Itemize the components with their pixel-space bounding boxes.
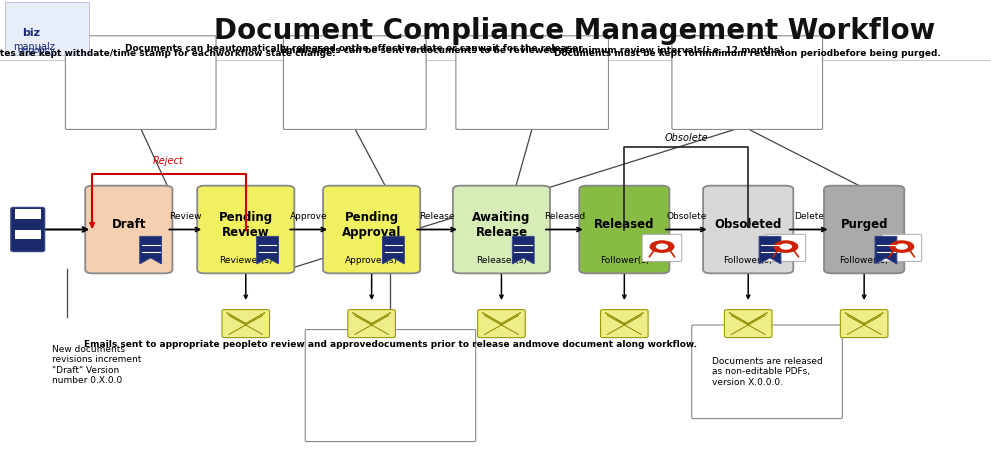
FancyBboxPatch shape — [197, 186, 294, 274]
Text: Released: Released — [594, 218, 655, 231]
Text: Follower(s): Follower(s) — [723, 256, 773, 265]
Text: Documents are released
as non-editable PDFs,
version X.0.0.0.: Documents are released as non-editable P… — [712, 357, 823, 386]
Text: Obsolete: Obsolete — [666, 212, 707, 221]
Ellipse shape — [889, 240, 915, 253]
Text: Email alerts can be sent fordocuments to be reviewed atminimum review intervals(: Email alerts can be sent fordocuments to… — [280, 45, 784, 55]
Text: Purged: Purged — [840, 218, 888, 231]
FancyBboxPatch shape — [766, 234, 806, 261]
FancyBboxPatch shape — [704, 186, 793, 274]
Text: Activity notes are kept withdate/time stamp for eachworkflow state change.: Activity notes are kept withdate/time st… — [0, 49, 336, 57]
Text: Draft: Draft — [112, 218, 146, 231]
FancyBboxPatch shape — [579, 186, 670, 274]
Text: manualz: manualz — [13, 42, 55, 52]
FancyBboxPatch shape — [222, 309, 270, 338]
Text: Delete: Delete — [794, 212, 824, 221]
Text: Documents must be kept forminimum retention periodbefore being purged.: Documents must be kept forminimum retent… — [554, 49, 940, 57]
Polygon shape — [875, 236, 897, 264]
FancyBboxPatch shape — [11, 207, 45, 252]
Text: Releaser(s): Releaser(s) — [476, 256, 527, 265]
Text: Awaiting
Release: Awaiting Release — [473, 211, 530, 239]
FancyBboxPatch shape — [305, 330, 476, 442]
FancyBboxPatch shape — [601, 309, 648, 338]
Text: Review: Review — [169, 212, 201, 221]
Text: Release: Release — [419, 212, 455, 221]
FancyBboxPatch shape — [456, 36, 608, 129]
Text: Obsolete: Obsolete — [665, 133, 709, 143]
Text: Emails sent to appropriate peopleto review and approvedocuments prior to release: Emails sent to appropriate peopleto revi… — [84, 340, 697, 348]
FancyBboxPatch shape — [882, 234, 922, 261]
FancyBboxPatch shape — [825, 186, 904, 274]
Text: Follower(s): Follower(s) — [600, 256, 649, 265]
Text: Released: Released — [544, 212, 585, 221]
FancyBboxPatch shape — [283, 36, 426, 129]
Text: onpolicy: onpolicy — [18, 46, 55, 55]
FancyBboxPatch shape — [478, 309, 525, 338]
Text: Pending
Approval: Pending Approval — [342, 211, 401, 239]
Text: New documents
revisions increment
"Draft" Version
number 0.X.0.0: New documents revisions increment "Draft… — [52, 345, 142, 385]
FancyBboxPatch shape — [5, 2, 89, 55]
Polygon shape — [512, 236, 534, 264]
Ellipse shape — [773, 240, 799, 253]
Text: Follower(s): Follower(s) — [839, 256, 889, 265]
Text: Document Compliance Management Workflow: Document Compliance Management Workflow — [214, 17, 936, 45]
Ellipse shape — [656, 243, 668, 250]
FancyBboxPatch shape — [323, 186, 420, 274]
Text: Approver(s): Approver(s) — [345, 256, 398, 265]
FancyBboxPatch shape — [642, 234, 682, 261]
Ellipse shape — [780, 243, 792, 250]
FancyBboxPatch shape — [840, 309, 888, 338]
Polygon shape — [759, 236, 781, 264]
FancyBboxPatch shape — [348, 309, 395, 338]
Text: Reviewer(s): Reviewer(s) — [219, 256, 273, 265]
Text: Approve: Approve — [290, 212, 327, 221]
FancyBboxPatch shape — [672, 36, 823, 129]
Text: Reject: Reject — [153, 156, 184, 166]
Polygon shape — [140, 236, 162, 264]
Ellipse shape — [896, 243, 908, 250]
Text: biz: biz — [22, 28, 40, 38]
Polygon shape — [257, 236, 278, 264]
Polygon shape — [383, 236, 404, 264]
FancyBboxPatch shape — [692, 325, 842, 419]
FancyBboxPatch shape — [85, 186, 172, 274]
FancyBboxPatch shape — [453, 186, 550, 274]
FancyBboxPatch shape — [724, 309, 772, 338]
Ellipse shape — [649, 240, 675, 253]
FancyBboxPatch shape — [65, 36, 216, 129]
Text: Pending
Review: Pending Review — [219, 211, 273, 239]
Text: Obsoleted: Obsoleted — [715, 218, 782, 231]
FancyBboxPatch shape — [15, 230, 41, 239]
Text: Documents can beautomatically released onthe effective date or canwait for the r: Documents can beautomatically released o… — [125, 44, 585, 52]
FancyBboxPatch shape — [15, 209, 41, 218]
